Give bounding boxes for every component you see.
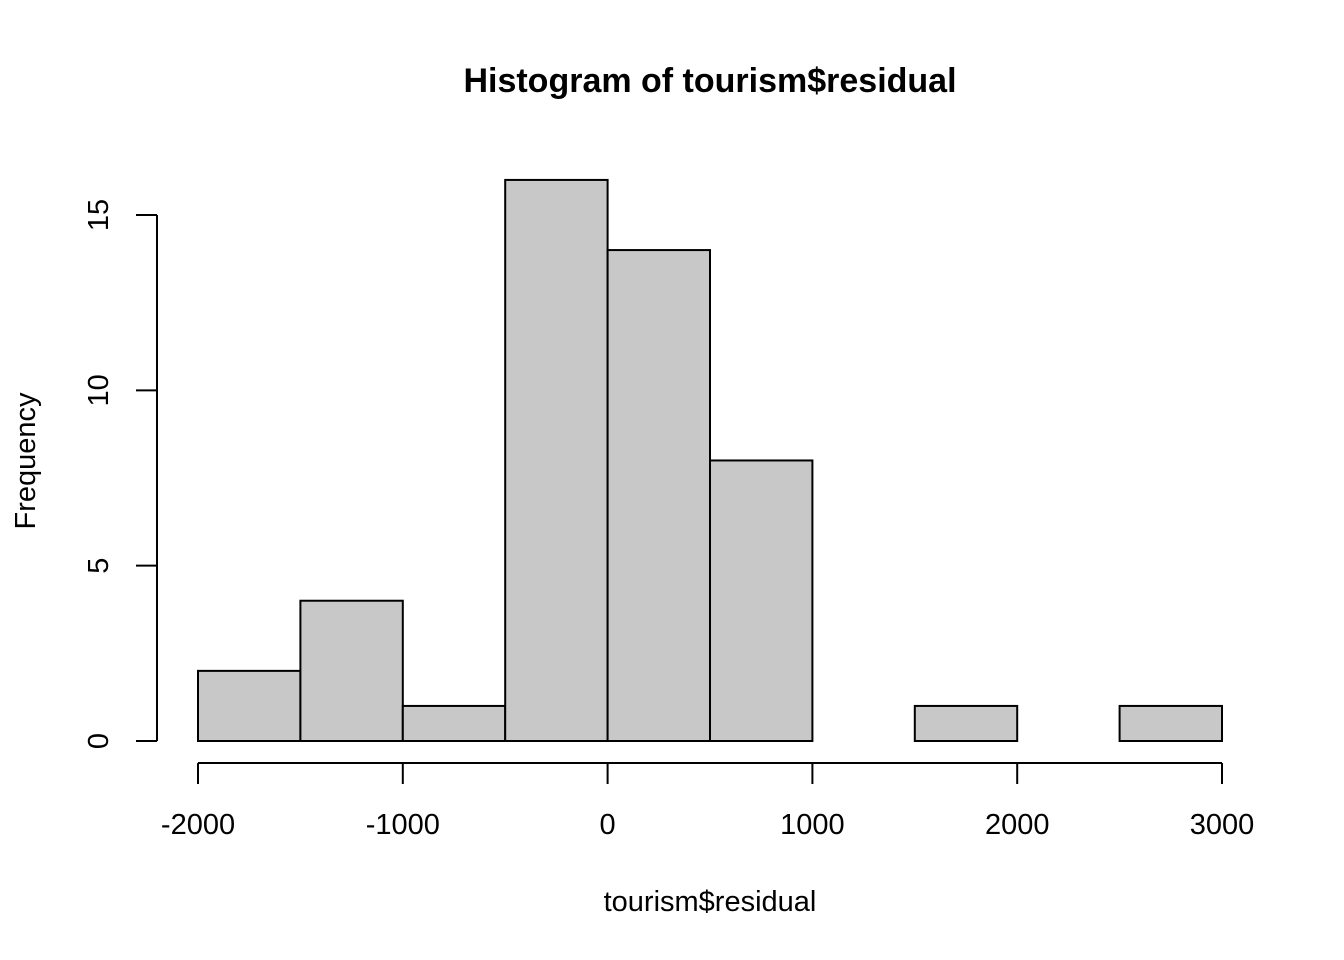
x-tick-label: 1000 [780,809,845,841]
histogram-bar-7 [913,704,1019,743]
histogram-bar-0 [197,669,302,742]
bars-group [197,178,1223,743]
histogram-bar-5 [709,459,814,742]
y-axis-label: Frequency [10,392,42,530]
y-tick-label: 10 [83,374,115,406]
histogram-bar-9 [1118,704,1223,743]
x-tick-label: -1000 [366,809,440,841]
histogram-bar-3 [504,178,609,742]
x-axis: -2000 -1000 0 1000 2000 3000 [161,762,1255,841]
y-axis: 0 5 10 15 [83,199,158,749]
histogram-bar-1 [299,599,404,742]
histogram-bar-4 [606,249,711,742]
chart-title: Histogram of tourism$residual [463,62,956,100]
y-tick-label: 15 [83,199,115,231]
x-tick-label: -2000 [161,809,235,841]
x-tick-label: 3000 [1190,809,1255,841]
y-tick-label: 0 [83,733,115,749]
histogram-bar-2 [401,704,507,743]
x-tick-label: 0 [600,809,616,841]
y-tick-label: 5 [83,558,115,574]
x-tick-label: 2000 [985,809,1050,841]
x-axis-label: tourism$residual [604,886,817,918]
